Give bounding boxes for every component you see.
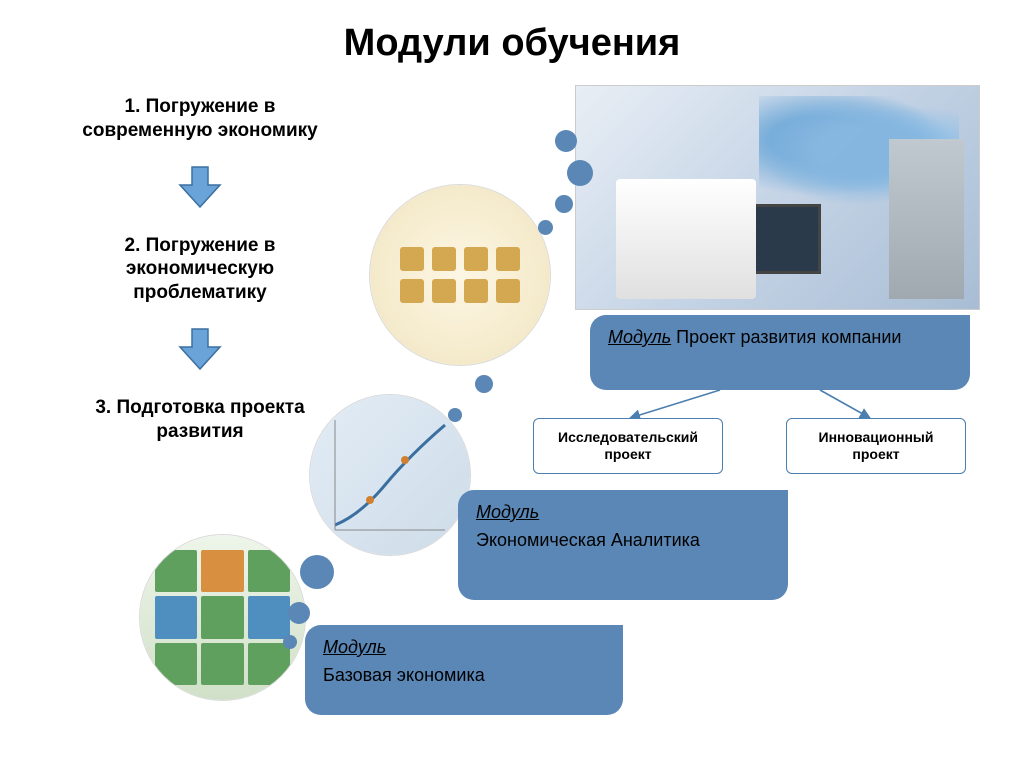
trail-dot <box>555 195 573 213</box>
steps-column: 1. Погружение в современную экономику 2.… <box>60 95 340 457</box>
module-label: Модуль <box>476 502 539 522</box>
module-sub: Экономическая Аналитика <box>476 529 770 552</box>
arrow-down-icon <box>176 327 224 371</box>
step-3: 3. Подготовка проекта развития <box>60 396 340 444</box>
module-label: Модуль <box>608 327 671 347</box>
step-2: 2. Погружение в экономическую проблемати… <box>60 234 340 305</box>
page-title: Модули обучения <box>0 0 1024 65</box>
project-research: Исследовательский проект <box>533 418 723 474</box>
circle-image-bot <box>140 535 305 700</box>
trail-dot <box>538 220 553 235</box>
module-card-analytics: Модуль Экономическая Аналитика <box>458 490 788 600</box>
trail-dot <box>283 635 297 649</box>
trail-dot <box>555 130 577 152</box>
circle-image-mid <box>310 395 470 555</box>
trail-dot <box>567 160 593 186</box>
trail-dot <box>288 602 310 624</box>
module-label: Модуль <box>323 637 386 657</box>
arrow-down-icon <box>176 165 224 209</box>
module-text: Проект развития компании <box>671 327 901 347</box>
module-card-project: Модуль Проект развития компании <box>590 315 970 390</box>
step-1: 1. Погружение в современную экономику <box>60 95 340 143</box>
project-innovation: Инновационный проект <box>786 418 966 474</box>
module-card-basic: Модуль Базовая экономика <box>305 625 623 715</box>
trail-dot <box>300 555 334 589</box>
circle-image-top <box>370 185 550 365</box>
trail-dot <box>448 408 462 422</box>
module-sub: Базовая экономика <box>323 664 605 687</box>
trail-dot <box>475 375 493 393</box>
hero-photo <box>575 85 980 310</box>
